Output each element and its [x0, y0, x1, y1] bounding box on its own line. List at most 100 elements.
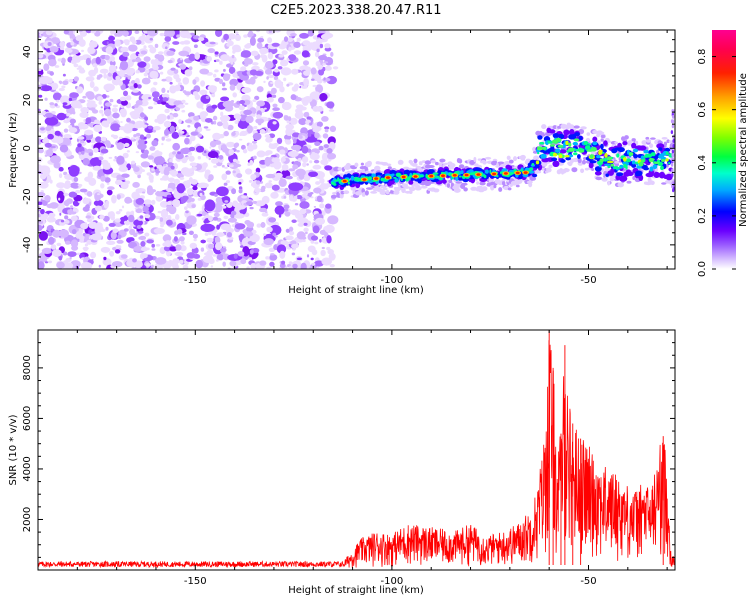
noise-blob: [157, 51, 164, 55]
ridge-highlight: [638, 161, 644, 167]
noise-blob: [38, 94, 43, 98]
noise-blob: [80, 222, 89, 230]
noise-blob: [114, 249, 121, 254]
noise-blob: [300, 106, 307, 111]
noise-blob: [69, 118, 76, 124]
noise-blob: [143, 45, 147, 49]
noise-blob: [232, 92, 237, 98]
ridge-halo: [650, 180, 655, 185]
noise-blob: [169, 158, 173, 163]
noise-blob: [140, 246, 148, 252]
noise-blob: [134, 207, 137, 210]
noise-blob: [121, 100, 128, 106]
ridge-halo: [458, 164, 465, 169]
ridge-cell: [585, 145, 591, 150]
noise-blob: [52, 92, 62, 101]
noise-blob: [186, 168, 194, 174]
noise-blob: [100, 106, 103, 109]
ridge-cell: [625, 165, 628, 170]
noise-blob: [114, 218, 121, 223]
noise-blob: [149, 46, 157, 54]
noise-blob: [108, 222, 116, 227]
noise-blob: [235, 168, 240, 173]
noise-blob: [188, 152, 192, 156]
ridge-cell: [643, 167, 649, 171]
noise-blob: [303, 227, 309, 232]
noise-blob: [76, 67, 81, 70]
ridge-hotspot-core: [503, 172, 508, 175]
noise-blob: [59, 144, 69, 153]
noise-blob: [229, 164, 234, 168]
noise-blob: [162, 97, 169, 102]
ridge-cell: [552, 160, 560, 167]
noise-blob: [316, 48, 320, 53]
noise-blob: [293, 50, 302, 55]
noise-blob: [58, 166, 64, 172]
noise-blob: [301, 145, 309, 154]
noise-blob: [180, 130, 185, 134]
ridge-halo: [463, 187, 468, 192]
noise-blob: [63, 134, 72, 139]
ridge-halo: [498, 187, 503, 192]
noise-blob: [229, 260, 237, 267]
noise-blob: [115, 82, 118, 86]
edge-spike: [671, 173, 674, 178]
colorbar-ticks: 0.0 0.2 0.4 0.6 0.8: [697, 49, 736, 277]
ridge-highlight: [589, 154, 594, 159]
noise-blob: [264, 134, 271, 138]
noise-blob: [38, 231, 49, 241]
noise-blob: [79, 188, 88, 193]
ridge-halo: [402, 166, 410, 171]
noise-blob: [264, 156, 271, 167]
noise-blob: [212, 216, 219, 221]
ridge-halo: [420, 185, 428, 189]
noise-blob: [215, 30, 223, 37]
noise-blob: [135, 197, 145, 205]
noise-blob: [329, 144, 333, 147]
noise-blob: [288, 168, 296, 172]
noise-blob: [50, 82, 59, 91]
ridge-highlight: [598, 149, 603, 153]
noise-blob: [317, 64, 323, 70]
noise-blob: [195, 145, 205, 153]
noise-blob: [170, 67, 176, 71]
noise-blob: [162, 217, 168, 223]
noise-blob: [243, 99, 251, 106]
noise-blob: [294, 203, 299, 206]
snr-ticks: -150 -100 -50 2000 4000 6000 8000: [22, 329, 675, 587]
noise-blob: [188, 230, 194, 235]
noise-blob: [94, 205, 102, 212]
noise-blob: [156, 115, 165, 125]
ridge-halo: [650, 137, 656, 140]
ridge-halo: [401, 187, 406, 193]
noise-blob: [319, 203, 325, 209]
noise-blob: [68, 165, 80, 177]
noise-blob: [300, 262, 307, 269]
noise-blob: [116, 194, 121, 200]
noise-blob: [307, 30, 315, 37]
ridge-cell: [458, 175, 462, 178]
noise-blob: [118, 136, 123, 140]
noise-blob: [45, 126, 52, 132]
noise-blob: [166, 187, 173, 193]
noise-blob: [302, 162, 307, 168]
noise-blob: [172, 142, 181, 151]
noise-blob: [280, 67, 292, 76]
noise-blob: [204, 199, 216, 212]
noise-blob: [258, 121, 262, 126]
ridge-halo: [584, 167, 590, 171]
ridge-highlight: [578, 149, 585, 153]
noise-blob: [106, 117, 115, 123]
noise-blob: [151, 168, 155, 171]
ridge-halo: [573, 125, 580, 129]
noise-blob: [144, 69, 150, 74]
edge-spike: [671, 119, 675, 124]
ridge-halo: [661, 137, 668, 140]
ridge-highlight: [567, 147, 575, 152]
noise-blob: [222, 100, 234, 108]
noise-blob: [178, 50, 190, 57]
noise-blob: [309, 122, 313, 126]
noise-blob: [63, 119, 70, 124]
noise-blob: [143, 56, 151, 62]
noise-blob: [225, 180, 231, 184]
